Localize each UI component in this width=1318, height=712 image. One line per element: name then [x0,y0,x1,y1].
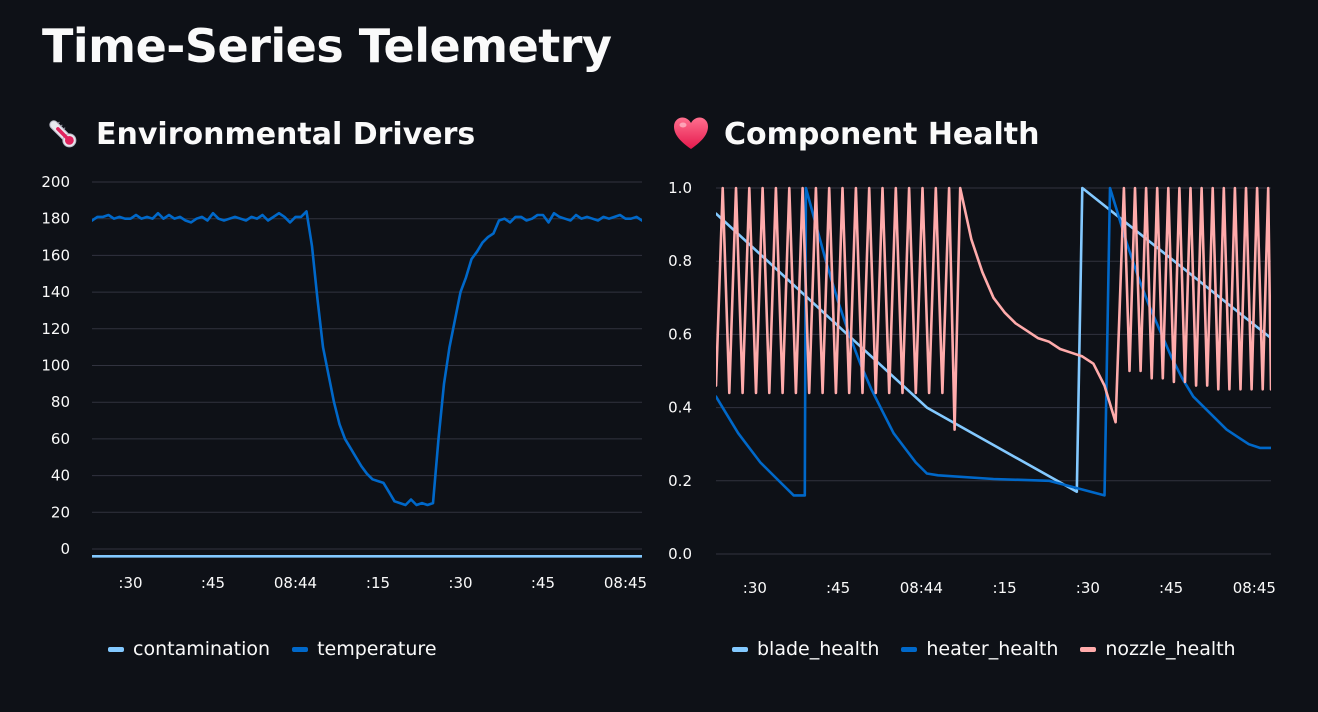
x-tick-label: :45 [1159,579,1183,597]
y-tick-label: 80 [51,393,70,411]
legend-item-nozzle-health[interactable]: nozzle_health [1080,638,1236,660]
legend-component-health: blade_health heater_health nozzle_health [732,638,1236,660]
x-tick-label: 08:45 [604,574,647,592]
legend-label: nozzle_health [1105,638,1236,660]
thermometer-icon [49,120,77,148]
y-tick-label: 0.6 [668,325,692,343]
x-tick-label: :45 [201,574,225,592]
y-tick-label: 0.0 [668,545,692,563]
legend-swatch [901,646,918,652]
y-tick-label: 0.8 [668,252,692,270]
y-tick-label: 200 [41,173,70,191]
legend-item-contamination[interactable]: contamination [108,638,270,660]
series-line-heater-health[interactable] [716,186,1271,497]
legend-swatch [732,646,748,652]
x-tick-label: :45 [826,579,850,597]
x-tick-label: :30 [118,574,142,592]
legend-item-blade-health[interactable]: blade_health [732,638,879,660]
component-health-header: Component Health [672,110,1040,158]
y-tick-label: 120 [41,320,70,338]
legend-label: contamination [133,638,271,660]
y-tick-label: 1.0 [668,179,692,197]
y-tick-label: 0 [60,540,70,558]
y-tick-label: 140 [41,283,70,301]
page-title: Time-Series Telemetry [42,19,612,73]
y-tick-label: 100 [41,357,70,375]
series-line-blade-health[interactable] [716,186,1271,494]
x-tick-label: :30 [743,579,767,597]
legend-swatch [1080,646,1097,652]
y-tick-label: 40 [51,467,70,485]
panel-title-right: Component Health [724,116,1040,152]
x-tick-label: :15 [993,579,1017,597]
x-tick-label: :30 [1076,579,1100,597]
y-tick-label: 0.2 [668,472,692,490]
legend-swatch [108,646,124,652]
x-tick-label: 08:44 [274,574,317,592]
series-line-temperature[interactable] [92,210,642,507]
x-tick-label: :15 [366,574,390,592]
x-tick-label: 08:44 [900,579,943,597]
heart-icon [674,117,708,149]
legend-label: temperature [317,638,437,660]
legend-item-temperature[interactable]: temperature [292,638,437,660]
component-health-chart: 0.0 0.2 0.4 0.6 0.8 1.0 :30 :45 08:44 :15 :30 :45 08… [668,179,1276,597]
x-tick-label: :45 [531,574,555,592]
y-tick-label: 20 [51,503,70,521]
legend-label: heater_health [926,638,1059,660]
panel-title-left: Environmental Drivers [96,116,476,152]
y-tick-label: 160 [41,246,70,264]
x-tick-label: :30 [448,574,472,592]
legend-environmental: contamination temperature [108,638,437,660]
environmental-drivers-chart: 0 20 40 60 80 100 120 140 160 180 200 :30 :45 08:44 :1… [41,173,647,592]
environmental-drivers-header: Environmental Drivers [44,110,475,158]
y-tick-label: 0.4 [668,399,692,417]
legend-item-heater-health[interactable]: heater_health [901,638,1058,660]
y-tick-label: 180 [41,210,70,228]
series-line-nozzle-health[interactable] [716,186,1271,431]
x-tick-label: 08:45 [1233,579,1276,597]
y-tick-label: 60 [51,430,70,448]
legend-label: blade_health [757,638,880,660]
legend-swatch [292,646,309,652]
